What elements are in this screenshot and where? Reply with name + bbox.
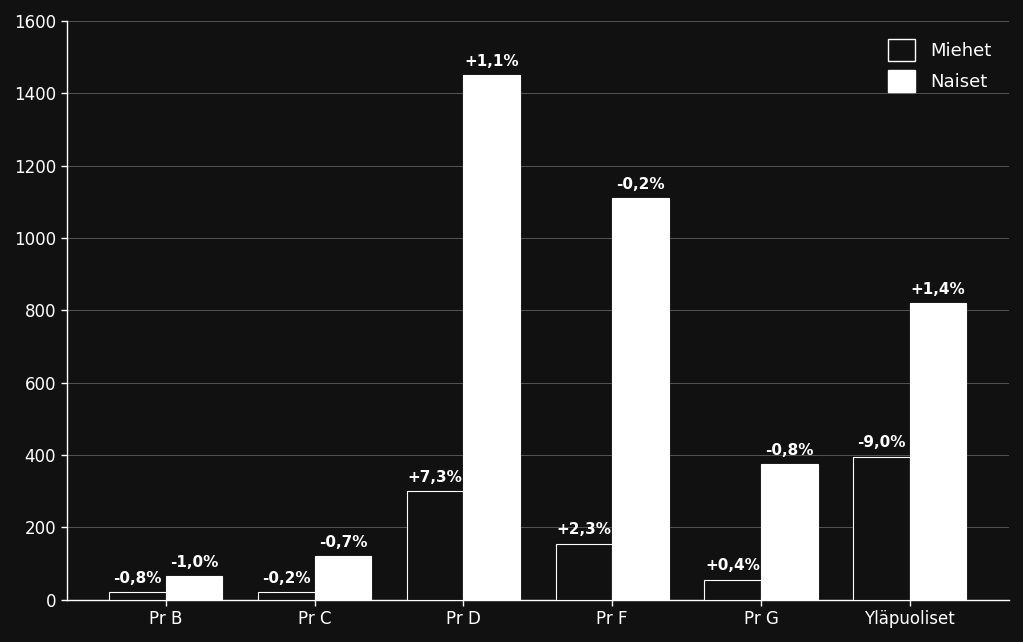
Text: -0,8%: -0,8% [114,571,162,586]
Text: +1,1%: +1,1% [464,54,519,69]
Bar [555,544,612,600]
Bar [407,491,463,600]
Bar [705,580,761,600]
Text: +1,4%: +1,4% [910,282,966,297]
Bar [612,198,669,600]
Bar [258,593,315,600]
Bar [853,457,909,600]
Bar [761,464,817,600]
Text: -1,0%: -1,0% [170,555,218,569]
Text: -0,2%: -0,2% [616,177,665,191]
Legend: Miehet, Naiset: Miehet, Naiset [879,30,1000,101]
Text: +7,3%: +7,3% [408,470,462,485]
Text: -0,7%: -0,7% [319,535,367,550]
Bar [166,576,222,600]
Text: +2,3%: +2,3% [557,522,612,537]
Bar [463,75,520,600]
Text: -0,8%: -0,8% [765,442,813,458]
Bar [109,593,166,600]
Text: -9,0%: -9,0% [857,435,905,450]
Text: +0,4%: +0,4% [705,559,760,573]
Bar [909,303,967,600]
Text: -0,2%: -0,2% [262,571,311,586]
Bar [315,556,371,600]
